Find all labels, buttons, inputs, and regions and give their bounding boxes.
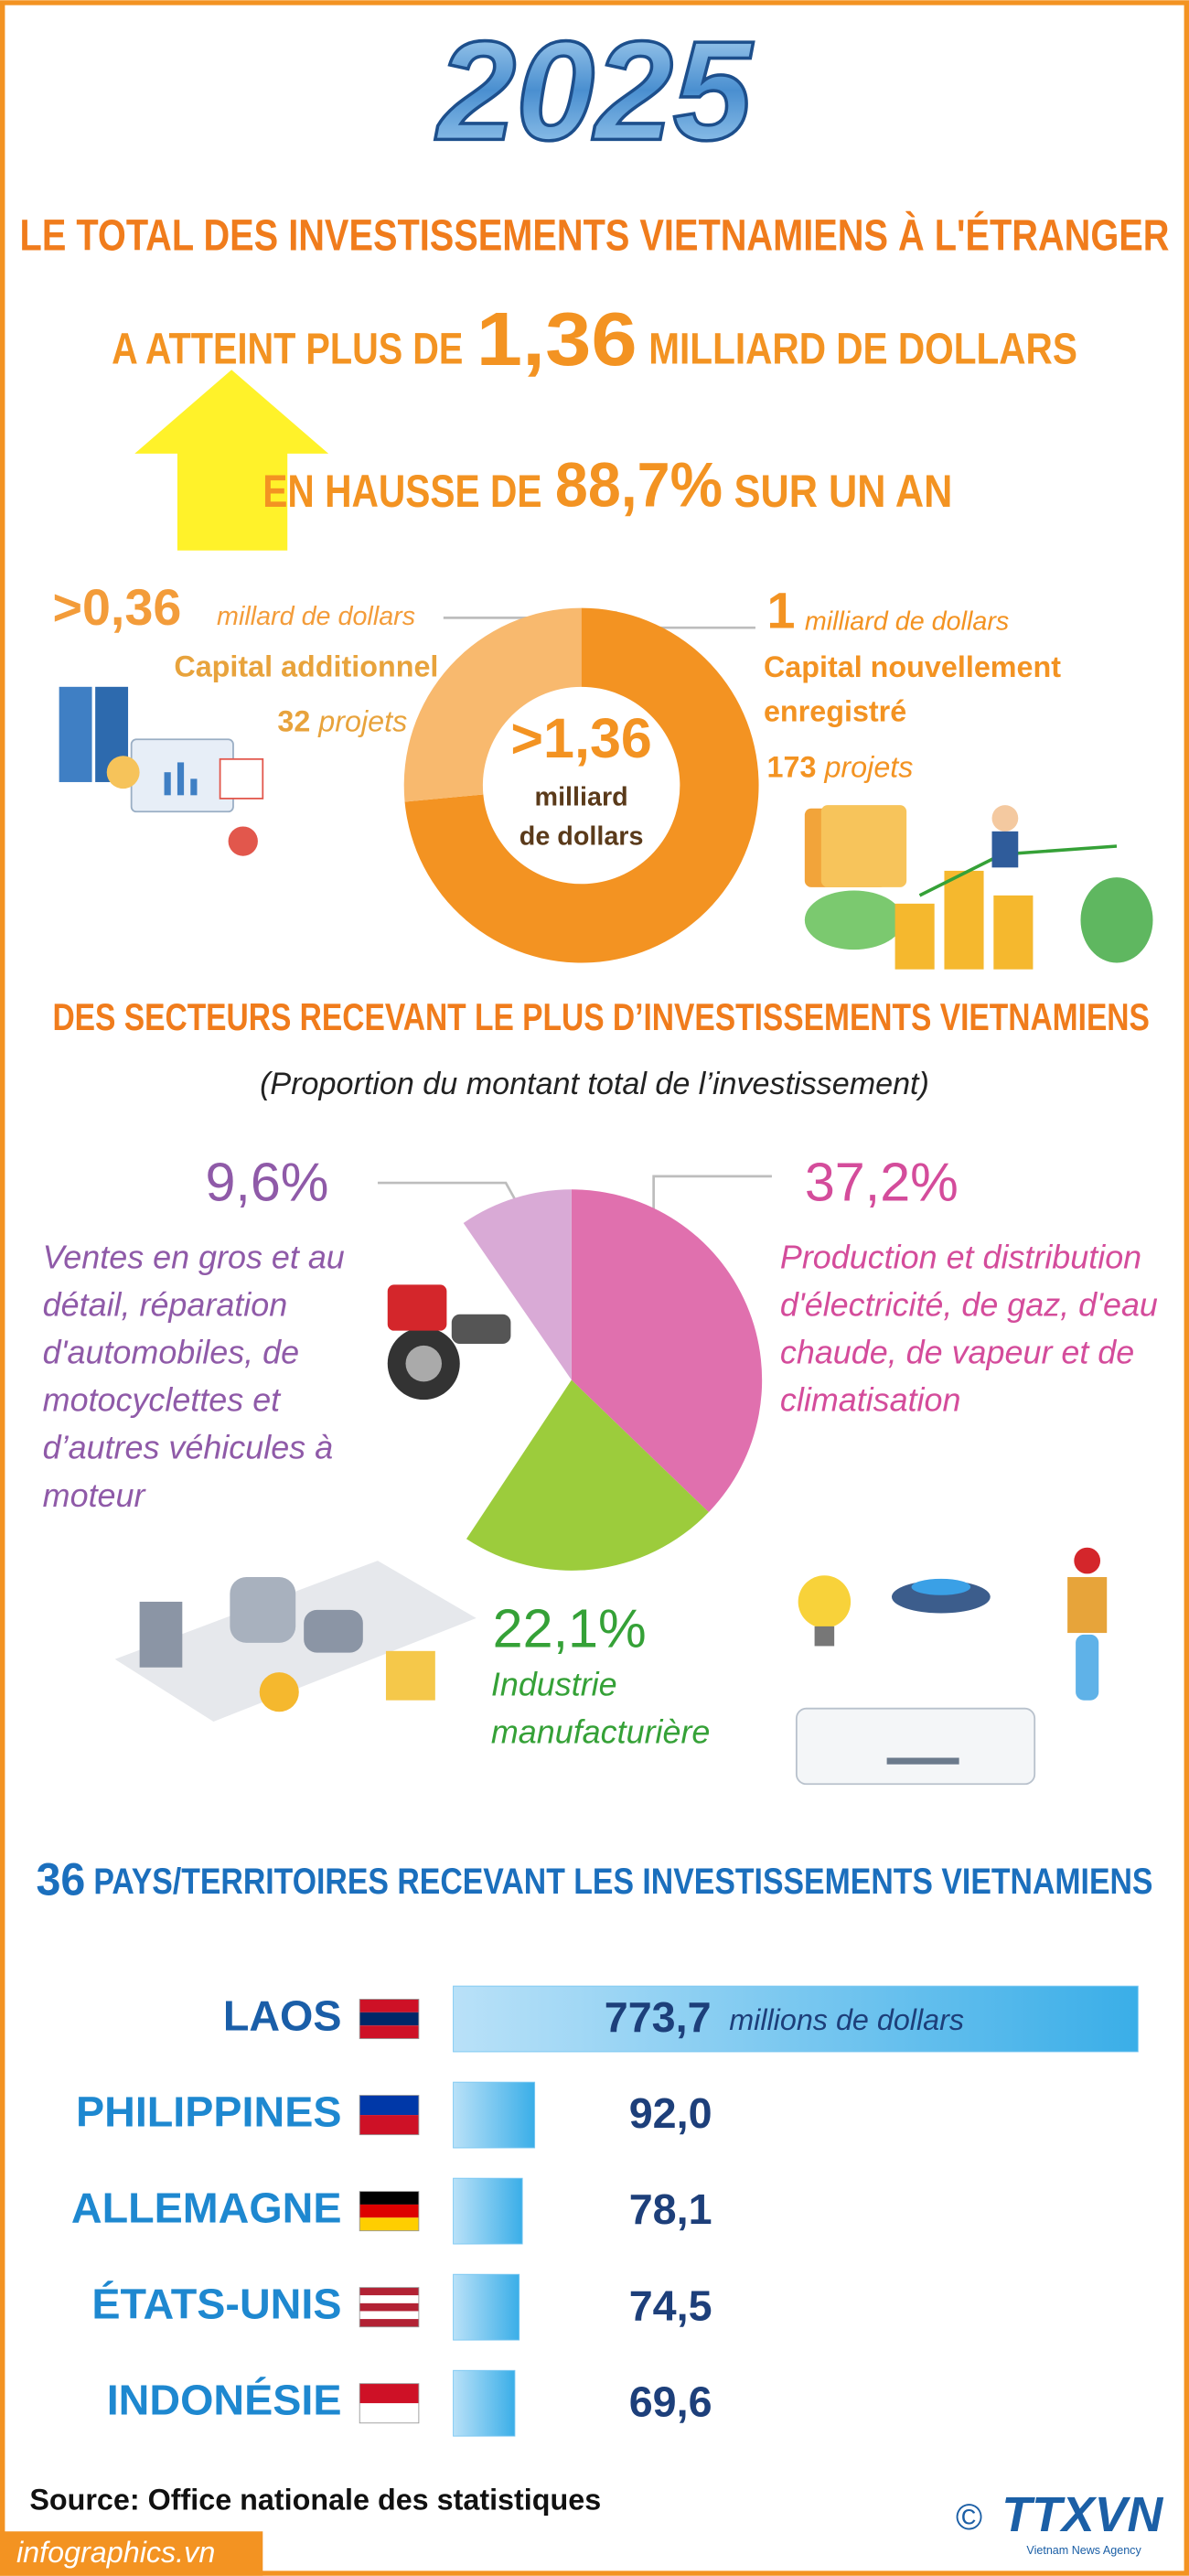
donut-value-label: >0,36 xyxy=(52,579,181,636)
flag xyxy=(359,1999,420,2040)
donut-slice xyxy=(404,607,759,963)
donut-center-unit: de dollars xyxy=(520,822,644,852)
country-label: LAOS xyxy=(223,1991,342,2039)
pie-slice xyxy=(463,1189,572,1380)
flag-stripe xyxy=(359,2025,419,2039)
flag-stripe xyxy=(359,2403,419,2423)
flag xyxy=(359,2095,420,2136)
donut-category-box: Capital nouvellement enregistré xyxy=(763,650,1062,728)
chart-title-value: 36 xyxy=(37,1852,86,1905)
pie-category-box: Production et distribution d'électricité… xyxy=(779,1240,1158,1420)
flag-stripe xyxy=(359,2383,419,2404)
bar xyxy=(453,2369,516,2437)
flag-stripe xyxy=(359,2319,419,2327)
country-label: PHILIPPINES xyxy=(76,2088,341,2135)
icon-factory xyxy=(114,1561,477,1723)
donut-category: Capital nouvellement enregistré xyxy=(763,650,1062,728)
flag-border xyxy=(359,2095,420,2136)
chart-subtitle: (Proportion du montant total de l’invest… xyxy=(260,1067,929,1101)
growth-prefix: EN HAUSSE DE xyxy=(262,465,541,517)
flag-border xyxy=(359,2287,420,2328)
donut-center-unit: milliard xyxy=(535,783,628,812)
bar-value-label: 78,1 xyxy=(629,2185,712,2233)
flag-stripe xyxy=(359,2295,419,2303)
icon-growth xyxy=(804,805,1153,970)
pie-category: Ventes en gros et au détail, réparation … xyxy=(42,1240,345,1515)
bar xyxy=(453,2177,523,2245)
growth-value: 88,7% xyxy=(555,450,723,520)
donut-slice xyxy=(403,607,582,802)
flag-stripe xyxy=(359,2302,419,2312)
flag-stripe xyxy=(359,2311,419,2320)
agency: Vietnam News Agency xyxy=(1026,2544,1141,2557)
icon-office xyxy=(59,686,264,856)
flag-stripe xyxy=(359,2287,419,2296)
title: LE TOTAL DES INVESTISSEMENTS VIETNAMIENS… xyxy=(20,210,1170,260)
flag xyxy=(359,2287,420,2328)
pie-value-label: 9,6% xyxy=(205,1151,328,1212)
flag xyxy=(359,2191,420,2232)
flag-stripe xyxy=(359,2115,419,2135)
pie-value-label: 22,1% xyxy=(493,1598,647,1659)
chart-title: DES SECTEURS RECEVANT LE PLUS D’INVESTIS… xyxy=(52,996,1149,1038)
project-label: projets xyxy=(317,704,407,737)
flag xyxy=(359,2383,420,2424)
flag-stripe xyxy=(359,2217,419,2231)
donut-value-label: 1 xyxy=(767,583,796,639)
flag-border xyxy=(359,1999,420,2040)
pie-slice xyxy=(571,1189,763,1513)
flag-stripe xyxy=(359,2012,419,2026)
project-count: 173 xyxy=(767,750,817,783)
pie-category-box: Ventes en gros et au détail, réparation … xyxy=(42,1240,345,1515)
copyright: © xyxy=(956,2497,982,2538)
pie-slice xyxy=(466,1379,709,1571)
source: Source: Office nationale des statistique… xyxy=(29,2483,601,2516)
site: infographics.vn xyxy=(16,2536,215,2569)
donut-unit: millard de dollars xyxy=(217,602,415,631)
bar-value-label: 773,7 xyxy=(605,1993,712,2041)
country-label: INDONÉSIE xyxy=(107,2377,342,2424)
bar-unit: millions de dollars xyxy=(729,2003,964,2036)
logo: TTXVN xyxy=(1002,2487,1163,2542)
flag-stripe xyxy=(359,1999,419,2012)
bar xyxy=(453,1985,1139,2053)
flag-border xyxy=(359,2383,420,2424)
headline-prefix: A ATTEINT PLUS DE xyxy=(112,324,463,373)
growth-suffix: SUR UN AN xyxy=(734,465,953,517)
year: 2025 xyxy=(434,11,754,169)
bar xyxy=(453,2081,536,2149)
site-tab xyxy=(0,2531,263,2576)
flag-border xyxy=(359,2191,420,2232)
bar-value-label: 92,0 xyxy=(629,2089,712,2137)
pie-category: Industrie manufacturière xyxy=(490,1667,711,1752)
flag-stripe xyxy=(359,2191,419,2205)
icon-energy xyxy=(795,1547,1108,1786)
country-label: ALLEMAGNE xyxy=(71,2184,342,2231)
headline-suffix: MILLIARD DE DOLLARS xyxy=(648,324,1077,373)
bar-value-label: 69,6 xyxy=(629,2377,712,2425)
flag-stripe xyxy=(359,2204,419,2218)
projects: 173 projets xyxy=(767,750,914,783)
project-label: projets xyxy=(823,750,913,783)
pie-category: Production et distribution d'électricité… xyxy=(779,1240,1158,1420)
pie-category-box: Industrie manufacturière xyxy=(490,1667,711,1752)
up-arrow xyxy=(134,370,329,551)
project-count: 32 xyxy=(277,704,310,737)
donut-center-value: >1,36 xyxy=(510,707,651,769)
bar xyxy=(453,2273,520,2341)
headline-value: 1,36 xyxy=(477,296,637,381)
icon-vehicles xyxy=(387,1284,511,1401)
country-label: ÉTATS-UNIS xyxy=(91,2280,341,2327)
pie-value-label: 37,2% xyxy=(805,1151,959,1212)
donut-category: Capital additionnel xyxy=(174,650,438,683)
donut-unit: milliard de dollars xyxy=(805,606,1009,636)
chart-title: PAYS/TERRITOIRES RECEVANT LES INVESTISSE… xyxy=(93,1862,1152,1902)
projects: 32 projets xyxy=(277,704,407,737)
bar-value-label: 74,5 xyxy=(629,2281,712,2329)
flag-stripe xyxy=(359,2095,419,2116)
